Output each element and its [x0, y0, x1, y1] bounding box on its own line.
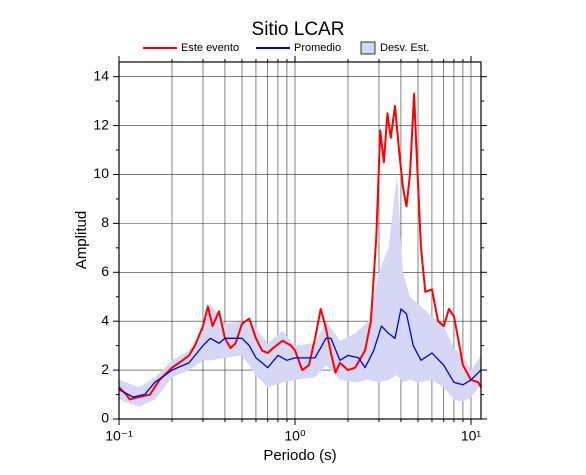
y-axis-label: Amplitud: [73, 211, 90, 269]
y-tick-label: 8: [101, 214, 109, 230]
legend-label: Este evento: [181, 42, 239, 54]
data-line: [118, 308, 482, 398]
chart-title: Sitio LCAR: [252, 19, 345, 40]
legend-swatch: [360, 41, 376, 55]
x-axis-label: Periodo (s): [263, 447, 336, 464]
y-tick-label: 0: [101, 410, 109, 426]
legend-label: Desv. Est.: [380, 42, 429, 54]
data-line: [118, 92, 482, 401]
y-tick-label: 6: [101, 263, 109, 279]
y-tick-label: 12: [93, 116, 109, 132]
legend-label: Promedio: [294, 42, 341, 54]
x-tick-label: 10⁻¹: [105, 428, 133, 444]
std-band: [119, 174, 481, 407]
x-tick-label: 10¹: [461, 428, 482, 444]
y-tick-label: 4: [101, 312, 109, 328]
plot-frame: [118, 61, 482, 420]
x-tick-label: 10⁰: [284, 428, 306, 444]
y-tick-label: 10: [93, 165, 109, 181]
y-tick-label: 2: [101, 361, 109, 377]
y-tick-label: 14: [93, 67, 109, 83]
